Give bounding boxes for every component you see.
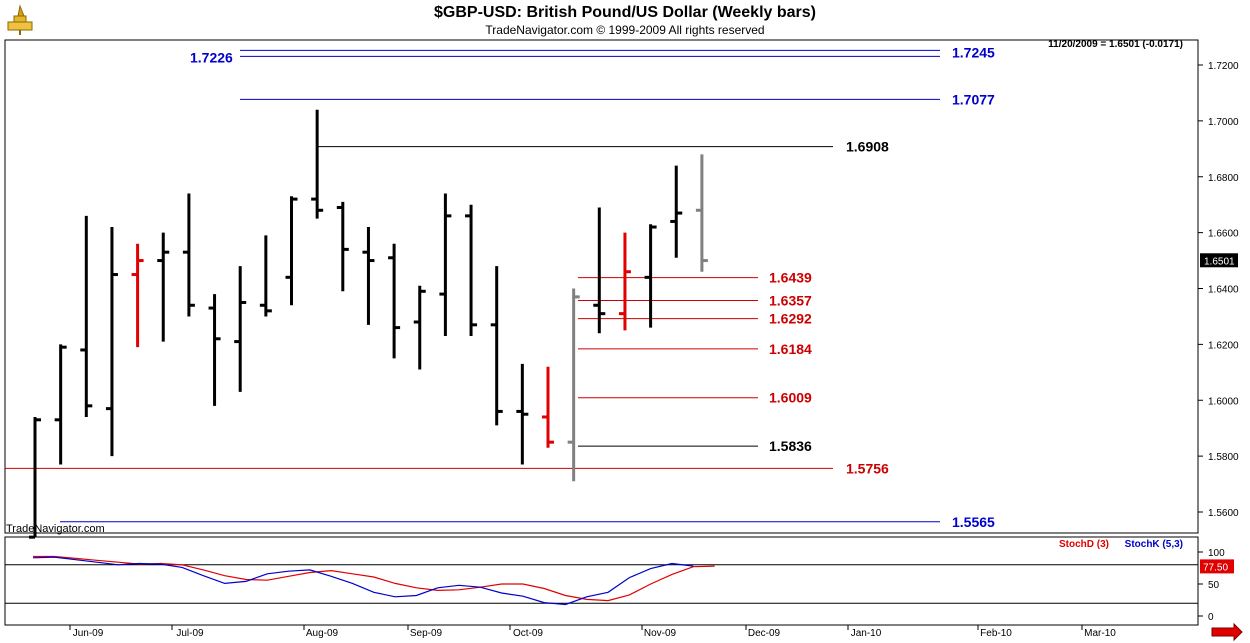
price-tick-label: 1.7000 [1208,117,1239,128]
ohlc-bar [80,215,93,418]
level-label: 1.6009 [769,390,812,406]
ohlc-bar [285,196,298,306]
chart-header: $GBP-USD: British Pound/US Dollar (Weekl… [0,0,1250,40]
price-tick-label: 1.7200 [1208,61,1239,72]
price-panel-frame [4,39,1199,534]
ohlc-bar [54,344,67,465]
price-tick-label: 1.5600 [1208,508,1239,519]
watermark: TradeNavigator.com [6,523,105,535]
ohlc-bar [29,417,41,539]
ohlc-bar [644,224,657,328]
ohlc-bar [362,227,375,325]
ohlc-bar [413,285,426,370]
chart-subtitle: TradeNavigator.com © 1999-2009 All right… [485,23,765,37]
last-price-box [1200,253,1238,268]
stoch-last-label: 77.50 [1203,562,1228,573]
level-label: 1.7245 [952,44,995,60]
stochastic-panel: 100 50 0 77.50 [5,548,1234,623]
ohlc-bar [618,232,631,331]
ohlc-bar [311,109,324,219]
level-label: 1.5565 [952,514,995,530]
time-tick-label: Aug-09 [306,628,339,639]
level-label: 1.5756 [846,460,889,476]
legend-stochd: StochD (3) [1059,539,1109,550]
price-tick-label: 1.6600 [1208,229,1239,240]
legend-stochk: StochK (5,3) [1125,539,1183,550]
stoch-last-box [1200,559,1234,574]
ohlc-bar [490,266,503,426]
level-label: 1.6439 [769,270,812,286]
ohlc-bar [567,288,580,482]
time-tick-label: Dec-09 [748,628,781,639]
trade-navigator-logo-icon [4,4,36,36]
time-axis: Jun-09 Jul-09 Aug-09 Sep-09 Oct-09 Nov-09 Dec-… [69,625,1116,639]
scroll-right-arrow-icon[interactable] [1211,622,1243,642]
ohlc-bar [593,207,606,334]
time-tick-label: Nov-09 [644,628,677,639]
time-tick-label: Jul-09 [176,628,204,639]
price-tick-label: 1.5800 [1208,452,1239,463]
price-axis: 1.7200 1.7000 1.6800 1.6600 1.6400 1.6200 1.60… [1198,61,1239,519]
ohlc-bar [336,201,349,292]
price-tick-label: 1.6800 [1208,173,1239,184]
level-label: 1.6908 [846,139,889,155]
level-label: 1.7226 [190,50,233,66]
ohlc-bar [131,243,144,348]
last-price-label: 1.6501 [1204,256,1235,267]
price-tick-label: 1.6000 [1208,396,1239,407]
ohlc-bar [439,193,452,336]
ohlc-bar [388,243,401,359]
time-tick-label: Jun-09 [73,628,104,639]
time-tick-label: Mar-10 [1084,628,1116,639]
ohlc-bar [695,154,708,272]
ohlc-bar [259,235,272,317]
ohlc-bar [465,204,478,336]
time-tick-label: Feb-10 [980,628,1012,639]
chart-title: $GBP-USD: British Pound/US Dollar (Weekl… [434,4,816,21]
ohlc-bar [234,266,247,392]
ohlc-bar [542,366,554,448]
stoch-panel-frame [4,536,1199,626]
stoch-series-line [33,555,715,602]
time-tick-label: Jan-10 [851,628,882,639]
stoch-tick-label: 0 [1208,612,1214,623]
time-tick-label: Oct-09 [513,628,543,639]
level-label: 1.5836 [769,438,812,454]
last-price-info: 11/20/2009 = 1.6501 (-0.0171) [1048,39,1183,50]
stoch-tick-label: 100 [1208,548,1225,559]
stoch-tick-label: 50 [1208,580,1220,591]
price-tick-label: 1.6400 [1208,285,1239,296]
level-label: 1.6357 [769,293,812,309]
ohlc-bar [182,193,195,317]
level-label: 1.6184 [769,341,812,357]
level-label: 1.6292 [769,311,812,327]
time-tick-label: Sep-09 [410,628,443,639]
stoch-series-line [32,556,694,606]
price-levels: 1.7245 1.7226 1.7077 1.6908 1.6439 1.6357 1.62… [5,44,995,530]
ohlc-bar [208,294,221,406]
ohlc-bar [157,232,170,342]
ohlc-bar [516,363,529,465]
price-bars [29,109,708,539]
level-label: 1.7077 [952,91,995,107]
ohlc-bar [105,227,118,457]
price-tick-label: 1.6200 [1208,340,1239,351]
ohlc-bar [670,165,683,258]
